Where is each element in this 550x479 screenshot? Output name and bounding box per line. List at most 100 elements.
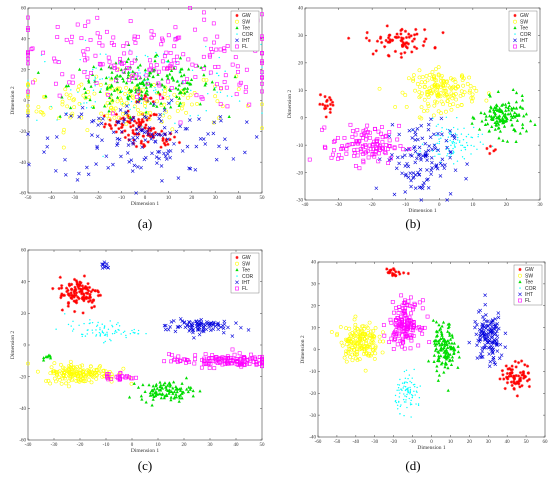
point-iht	[450, 133, 455, 138]
point-fl	[212, 359, 217, 363]
point-sw	[329, 330, 334, 334]
legend-label-sw: SW	[242, 19, 250, 25]
point-gw	[129, 125, 133, 129]
point-sw	[88, 364, 93, 369]
point-gw	[141, 120, 145, 124]
point-cor	[400, 404, 402, 406]
point-iht	[438, 174, 443, 178]
point-gw	[405, 46, 409, 50]
point-fl	[100, 43, 105, 48]
point-gw	[384, 38, 388, 43]
point-fl	[254, 360, 258, 365]
point-sw	[66, 379, 71, 384]
point-gw	[70, 294, 75, 298]
point-iht	[453, 168, 458, 172]
point-sw	[79, 371, 84, 376]
point-gw	[102, 114, 106, 118]
point-gw	[520, 359, 524, 363]
point-cor	[405, 396, 408, 398]
legend-label-iht: IHT	[242, 280, 250, 286]
point-cor	[445, 116, 448, 118]
panel-a: -50 -40 -30 -20 -10 0 10 20 30 40 50-60-40-2002040…	[10, 6, 265, 231]
point-gw	[149, 127, 153, 131]
point-iht	[139, 165, 143, 170]
point-cor	[99, 53, 102, 55]
point-tee	[168, 388, 172, 392]
point-tee	[114, 61, 118, 65]
point-cor	[216, 91, 218, 93]
point-fl	[148, 58, 152, 63]
point-gw	[74, 287, 78, 291]
point-sw	[468, 84, 473, 88]
point-cor	[111, 326, 114, 328]
point-cor	[143, 80, 145, 83]
point-tee	[110, 70, 114, 74]
point-sw	[449, 91, 454, 96]
point-iht	[164, 157, 169, 161]
point-fl	[106, 377, 111, 382]
point-gw	[115, 120, 119, 124]
point-iht	[215, 322, 219, 327]
point-cor	[139, 72, 141, 74]
point-cor	[205, 110, 207, 112]
point-gw	[67, 292, 71, 296]
point-tee	[514, 91, 519, 95]
y-tick-label: 20	[21, 312, 27, 317]
point-cor	[113, 332, 116, 335]
point-fl	[409, 335, 413, 340]
point-iht	[254, 135, 259, 139]
point-sw	[447, 94, 452, 99]
point-gw	[137, 124, 141, 128]
point-sw	[350, 352, 355, 357]
point-fl	[166, 33, 171, 38]
point-fl	[357, 166, 362, 171]
point-cor	[108, 76, 110, 78]
point-gw	[485, 146, 489, 151]
point-iht	[410, 136, 415, 140]
point-fl	[393, 322, 398, 327]
point-gw	[81, 286, 85, 291]
point-iht	[158, 112, 162, 117]
point-tee	[433, 343, 437, 347]
point-cor	[452, 163, 455, 165]
point-cor	[90, 106, 93, 109]
point-fl	[245, 361, 249, 366]
point-fl	[212, 40, 216, 45]
point-iht	[125, 104, 129, 108]
point-fl	[127, 66, 132, 71]
point-iht	[412, 146, 416, 151]
point-fl	[107, 59, 112, 64]
point-cor	[64, 313, 66, 315]
point-tee	[202, 73, 206, 77]
point-tee	[103, 104, 107, 108]
point-sw	[85, 368, 90, 373]
x-tick-label: 30	[213, 196, 219, 201]
point-tee	[514, 114, 519, 118]
point-sw	[59, 371, 64, 376]
point-cor	[27, 85, 29, 87]
point-fl	[388, 144, 393, 149]
point-fl	[79, 36, 84, 41]
point-sw	[465, 82, 470, 86]
point-cor	[434, 155, 436, 158]
point-sw	[355, 326, 359, 331]
point-tee	[509, 118, 513, 122]
point-sw	[109, 379, 114, 384]
point-fl	[203, 37, 208, 42]
point-gw	[511, 375, 516, 379]
point-iht	[131, 135, 135, 140]
point-tee	[168, 381, 172, 385]
point-iht	[54, 135, 59, 139]
point-cor	[415, 403, 417, 405]
point-iht	[154, 132, 159, 137]
point-tee	[139, 81, 143, 85]
point-fl	[376, 159, 381, 164]
point-gw	[493, 148, 497, 152]
point-fl	[210, 50, 215, 54]
point-tee	[449, 346, 453, 350]
point-cor	[463, 127, 465, 129]
point-tee	[490, 125, 494, 129]
point-sw	[87, 95, 92, 100]
point-tee	[177, 83, 181, 87]
point-cor	[398, 384, 401, 386]
